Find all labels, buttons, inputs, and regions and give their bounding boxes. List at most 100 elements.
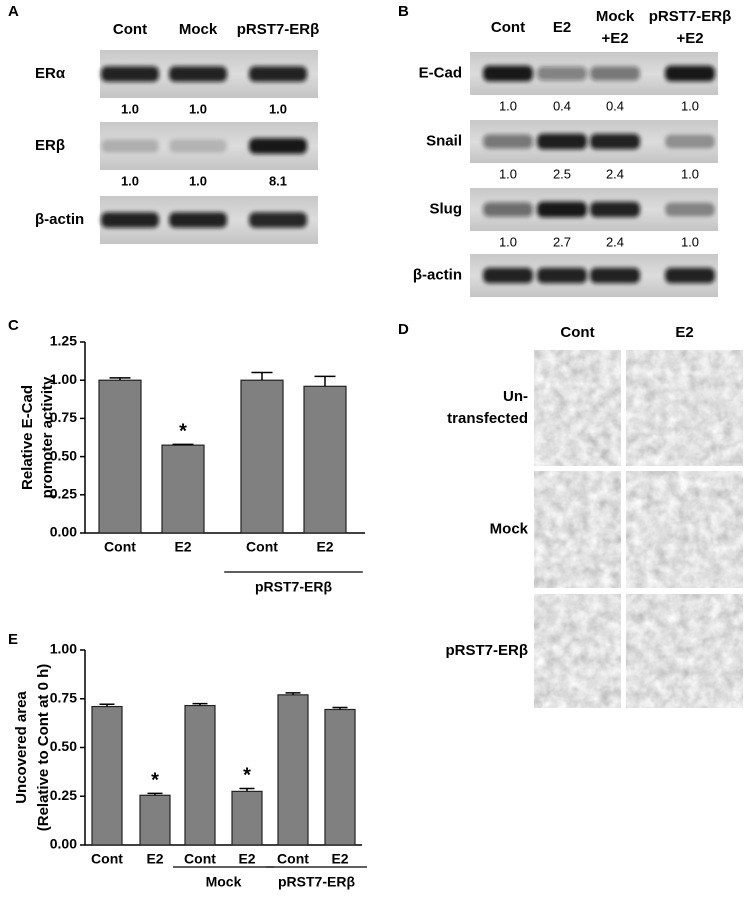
lane-header: pRST7-ERβ	[237, 21, 320, 38]
y-tick-label: 0.50	[50, 738, 77, 754]
bar	[324, 708, 356, 846]
blot-band	[249, 138, 307, 154]
group-label: Mock	[206, 874, 242, 890]
row-label: transfected	[447, 410, 528, 427]
band-quantification: 0.4	[553, 98, 571, 113]
band-quantification: 2.4	[606, 166, 624, 181]
lane-header: Cont	[113, 21, 147, 38]
band-quantification: 1.0	[499, 234, 517, 249]
blot-band	[169, 212, 227, 228]
x-tick-label: E2	[331, 851, 348, 867]
bar	[303, 385, 347, 534]
y-axis-label: (Relative to Cont at 0 h)	[35, 664, 52, 832]
lane-header: E2	[553, 19, 571, 36]
y-axis-label: Relative E-Cad	[19, 385, 36, 490]
error-bar	[239, 787, 255, 792]
significance-marker: *	[243, 765, 251, 787]
blot-band	[590, 133, 640, 150]
row-label: Un-	[503, 388, 528, 405]
group-label: pRST7-ERβ	[255, 579, 332, 595]
micrograph	[534, 350, 621, 466]
x-tick-label: E2	[238, 851, 255, 867]
y-tick-label: 0.00	[50, 524, 77, 540]
x-tick-label: Cont	[246, 539, 278, 555]
blot-row-label: E-Cad	[419, 64, 462, 81]
y-tick-label: 0.25	[50, 787, 77, 803]
lane-header: +E2	[676, 30, 703, 47]
band-quantification: 1.0	[499, 166, 517, 181]
blot-band	[590, 66, 640, 81]
band-quantification: 0.4	[606, 98, 624, 113]
band-quantification: 2.7	[553, 234, 571, 249]
micrograph	[534, 471, 621, 588]
x-tick-label: E2	[316, 539, 333, 555]
bar	[161, 444, 205, 534]
lane-header: Mock	[179, 21, 218, 38]
blot-band	[537, 267, 587, 284]
lane-header: Cont	[491, 19, 525, 36]
blot-band	[665, 134, 715, 149]
column-header: E2	[675, 324, 693, 341]
band-quantification: 1.0	[189, 173, 207, 188]
x-tick-label: Cont	[277, 851, 309, 867]
blot-band	[537, 66, 587, 81]
error-bar	[285, 692, 301, 695]
lane-header: Mock	[596, 8, 635, 25]
error-bar	[172, 443, 194, 446]
lane-header: pRST7-ERβ	[649, 8, 732, 25]
blot-band	[101, 66, 159, 82]
blot-row-label: ERα	[35, 65, 66, 82]
significance-marker: *	[151, 770, 159, 792]
error-bar	[314, 375, 336, 387]
bar	[184, 704, 216, 846]
y-tick-label: 0.75	[50, 409, 77, 425]
x-tick-label: Cont	[184, 851, 216, 867]
blot-band	[483, 65, 533, 82]
blot-band	[537, 133, 587, 150]
blot-band	[249, 212, 307, 228]
blot-band	[590, 267, 640, 284]
bar	[139, 794, 171, 846]
error-bar	[99, 703, 115, 707]
x-tick-label: Cont	[91, 851, 123, 867]
row-label: Mock	[490, 520, 529, 537]
error-bar	[192, 702, 208, 706]
y-axis-label: promoter activity	[39, 376, 56, 498]
significance-marker: *	[179, 421, 187, 443]
blot-band	[169, 66, 227, 82]
y-tick-label: 0.75	[50, 689, 77, 705]
blot-band	[483, 134, 533, 149]
blot-band	[483, 202, 533, 217]
blot-row-label: Snail	[426, 132, 462, 149]
blot-row-label: β-actin	[35, 211, 84, 228]
blot-band	[101, 139, 159, 153]
band-quantification: 8.1	[269, 173, 287, 188]
blot-band	[249, 66, 307, 82]
bar	[231, 790, 263, 846]
blot-band	[590, 201, 640, 218]
micrograph	[626, 350, 743, 466]
band-quantification: 2.5	[553, 166, 571, 181]
blot-row-label: Slug	[430, 200, 463, 217]
micrograph	[534, 594, 621, 708]
blot-band	[665, 267, 715, 284]
blot-band	[483, 267, 533, 284]
blot-band	[665, 65, 715, 82]
band-quantification: 2.4	[606, 234, 624, 249]
panel-label: D	[398, 321, 409, 338]
band-quantification: 1.0	[681, 234, 699, 249]
row-label: pRST7-ERβ	[446, 642, 529, 659]
bar	[98, 379, 142, 534]
y-tick-label: 0.00	[50, 836, 77, 852]
band-quantification: 1.0	[121, 101, 139, 116]
blot-band	[169, 139, 227, 153]
micrograph	[626, 471, 743, 588]
y-tick-label: 1.00	[50, 371, 77, 387]
y-tick-label: 1.25	[50, 333, 77, 349]
panel-label: E	[8, 631, 18, 648]
error-bar	[147, 792, 163, 796]
band-quantification: 1.0	[121, 173, 139, 188]
band-quantification: 1.0	[499, 98, 517, 113]
y-tick-label: 0.25	[50, 486, 77, 502]
